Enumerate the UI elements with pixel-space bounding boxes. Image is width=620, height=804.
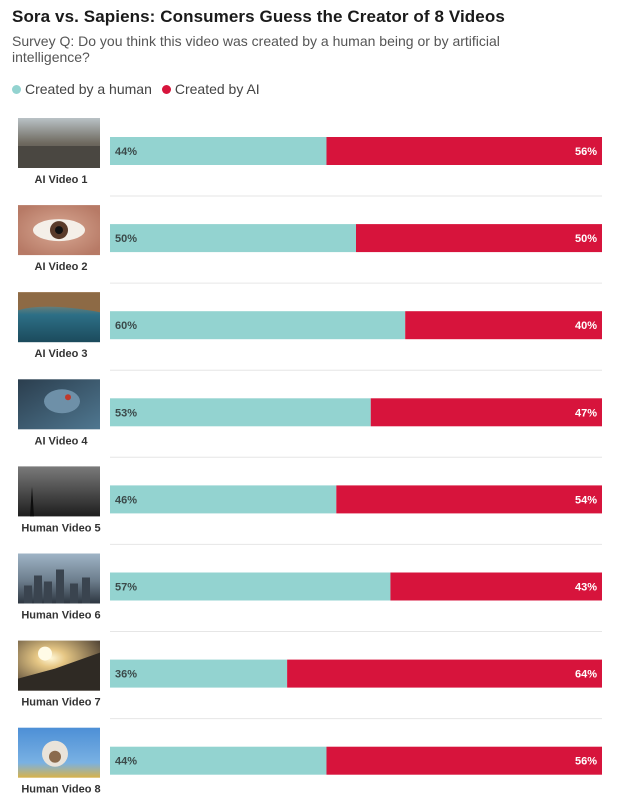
data-label-human: 50%	[115, 233, 137, 245]
bar-ai	[370, 398, 602, 427]
data-label-ai: 50%	[575, 233, 597, 245]
data-label-ai: 56%	[575, 756, 597, 768]
bar-human	[110, 311, 406, 340]
data-label-human: 57%	[115, 582, 137, 594]
data-label-ai: 56%	[575, 146, 597, 158]
data-label-human: 44%	[115, 146, 137, 158]
category-label: Human Video 7	[21, 697, 100, 709]
thumbnail-human-video-5	[18, 466, 100, 517]
chart-title: Sora vs. Sapiens: Consumers Guess the Cr…	[12, 7, 505, 26]
legend: Created by a human Created by AI	[12, 81, 270, 97]
street-shape	[18, 146, 100, 168]
bar-human	[110, 137, 327, 165]
hill-shape	[18, 652, 100, 691]
bar-human	[110, 398, 371, 427]
sun-shape	[38, 646, 52, 661]
data-label-human: 60%	[115, 320, 137, 332]
data-label-human: 44%	[115, 756, 137, 768]
bar-ai	[390, 572, 602, 601]
data-label-ai: 43%	[575, 582, 597, 594]
data-label-ai: 47%	[575, 407, 597, 419]
bar-ai	[336, 485, 602, 514]
bird-eye-shape	[65, 394, 71, 401]
bar-ai	[326, 746, 602, 775]
bar-human	[110, 659, 288, 688]
chart-subtitle: Survey Q: Do you think this video was cr…	[12, 33, 500, 65]
data-label-ai: 40%	[575, 320, 597, 332]
dog-snout-shape	[49, 750, 61, 763]
bar-ai	[287, 659, 602, 688]
skyline-building-shape	[82, 577, 90, 604]
eye-pupil-shape	[55, 226, 63, 235]
category-label: Human Video 6	[21, 610, 100, 622]
legend-item-ai: Created by AI	[161, 81, 260, 97]
category-label: AI Video 4	[35, 435, 89, 447]
bar-ai	[356, 224, 602, 253]
category-label: Human Video 8	[21, 784, 100, 796]
skyline-building-shape	[24, 585, 32, 604]
bar-human	[110, 746, 327, 775]
legend-swatch-human	[12, 84, 21, 94]
tree-shape	[30, 486, 34, 517]
data-label-ai: 54%	[575, 494, 597, 506]
cliff-shape	[18, 292, 100, 313]
bar-human	[110, 485, 337, 514]
category-label: Human Video 5	[21, 522, 100, 534]
data-label-ai: 64%	[575, 669, 597, 681]
legend-item-human: Created by a human	[12, 81, 152, 97]
data-label-human: 53%	[115, 407, 137, 419]
skyline-building-shape	[34, 575, 42, 604]
bar-human	[110, 224, 356, 253]
bar-ai	[405, 311, 602, 340]
skyline-building-shape	[44, 581, 52, 604]
data-label-human: 46%	[115, 494, 137, 506]
bar-human	[110, 572, 391, 601]
category-label: AI Video 1	[35, 174, 88, 186]
category-label: AI Video 2	[35, 261, 88, 273]
data-label-human: 36%	[115, 669, 137, 681]
legend-swatch-ai	[161, 84, 171, 94]
skyline-building-shape	[56, 569, 64, 604]
legend-label-human: Created by a human	[25, 81, 152, 97]
bar-ai	[326, 137, 602, 165]
legend-label-ai: Created by AI	[174, 81, 260, 97]
skyline-building-shape	[70, 583, 78, 604]
category-label: AI Video 3	[35, 348, 88, 360]
bird-head-shape	[44, 389, 80, 414]
